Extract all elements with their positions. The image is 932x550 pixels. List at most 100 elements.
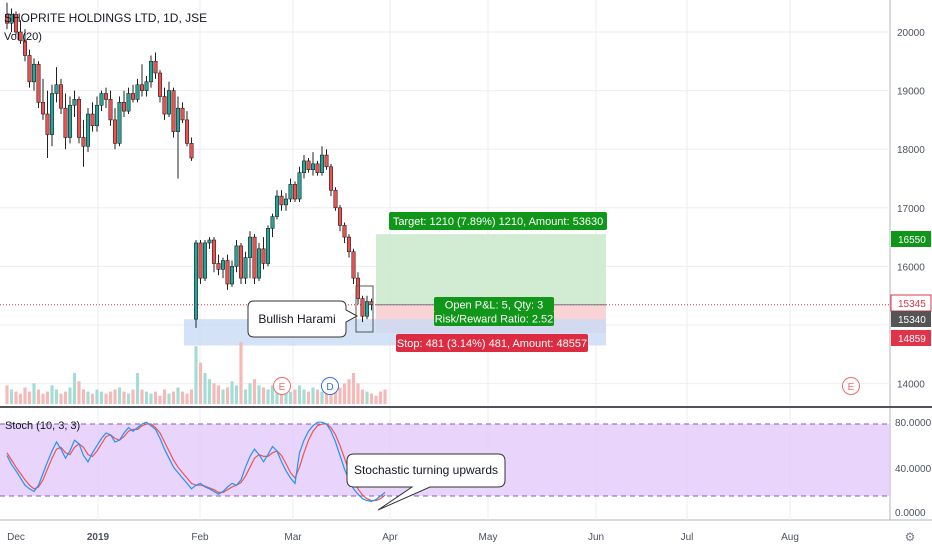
- candle-body: [158, 72, 163, 97]
- volume-bar: [54, 389, 59, 404]
- volume-bar: [284, 387, 288, 404]
- candle-body: [310, 163, 315, 171]
- stop-label: Stop: 481 (3.14%) 481, Amount: 48557: [397, 338, 587, 350]
- volume-bar: [158, 395, 162, 404]
- candle-body: [279, 195, 284, 206]
- candle-body: [167, 90, 172, 115]
- time-tick-label: May: [479, 532, 498, 543]
- candle-body: [153, 60, 158, 74]
- settings-gear-icon[interactable]: ⚙: [905, 530, 916, 544]
- price-tick-label: 20000: [897, 28, 925, 39]
- candle-body: [14, 14, 19, 33]
- price-badge: [891, 311, 931, 327]
- volume-indicator-label: Vol (20): [4, 31, 42, 43]
- volume-bar: [311, 387, 315, 404]
- volume-bar: [14, 391, 18, 404]
- price-badge: [891, 231, 931, 247]
- candle-body: [203, 242, 208, 279]
- candle-body: [216, 263, 221, 270]
- volume-bar: [171, 391, 176, 404]
- candlesticks: [5, 2, 374, 328]
- candle-body: [18, 31, 23, 42]
- candle-body: [333, 189, 338, 209]
- volume-bar: [41, 393, 45, 404]
- candle-body: [292, 184, 297, 200]
- volume-bar: [50, 385, 54, 404]
- candle-body: [301, 160, 306, 173]
- candle-body: [337, 207, 342, 226]
- volume-bar: [297, 385, 302, 404]
- volume-bar: [63, 391, 68, 404]
- candle-body: [355, 277, 360, 299]
- pnl-label-bg: [434, 297, 554, 312]
- price-badge: [891, 330, 931, 346]
- candle-body: [324, 154, 329, 168]
- volume-bars: [5, 342, 387, 404]
- candle-body: [306, 160, 311, 171]
- volume-bar: [140, 389, 144, 404]
- pnl-label: Open P&L: 5, Qty: 3: [445, 300, 543, 312]
- stoch-level-label: 40.0000: [895, 464, 932, 475]
- volume-bar: [324, 389, 329, 404]
- candle-body: [45, 113, 50, 135]
- time-tick-label: Apr: [382, 532, 398, 543]
- target-label: Target: 1210 (7.89%) 1210, Amount: 53630: [393, 216, 603, 228]
- volume-bar: [131, 389, 135, 404]
- time-tick-label: Jun: [588, 532, 604, 543]
- volume-bar: [90, 393, 95, 404]
- volume-bar: [360, 389, 365, 404]
- price-axis-pane[interactable]: [890, 0, 932, 550]
- volume-bar: [243, 389, 248, 404]
- event-marker-letter: E: [848, 382, 855, 393]
- volume-bar: [176, 387, 180, 404]
- stoch-callout[interactable]: [346, 453, 506, 511]
- volume-bar: [117, 387, 122, 404]
- candle-body: [81, 137, 86, 147]
- event-marker[interactable]: [321, 377, 339, 395]
- volume-bar: [225, 387, 230, 404]
- volume-bar: [351, 373, 356, 404]
- rr-label-bg: [434, 311, 554, 326]
- stoch-level-label: 0.0000: [895, 508, 926, 519]
- harami-callout[interactable]: [247, 300, 359, 338]
- volume-bar: [230, 381, 234, 404]
- volume-bar: [338, 387, 342, 404]
- target-label-bg: [389, 212, 607, 230]
- stop-label-bg: [396, 334, 588, 352]
- event-marker-letter: E: [279, 382, 286, 393]
- candle-body: [149, 60, 154, 83]
- candle-body: [351, 251, 356, 279]
- candle-body: [54, 84, 59, 94]
- candle-body: [122, 102, 127, 112]
- time-tick-label: Feb: [191, 532, 209, 543]
- volume-bar: [180, 391, 185, 404]
- price-tick-label: 19000: [897, 87, 925, 98]
- stoch-indicator-label: Stoch (10, 3, 3): [5, 420, 80, 432]
- volume-bar: [144, 391, 149, 404]
- candle-body: [140, 84, 145, 91]
- stoch-level-label: 80.0000: [895, 418, 932, 429]
- annotations: Bullish Harami Stochastic turning upwards…: [247, 212, 860, 511]
- candle-body: [221, 260, 226, 270]
- volume-bar: [275, 391, 279, 404]
- volume-bar: [108, 391, 113, 404]
- volume-bar: [32, 383, 36, 404]
- event-marker[interactable]: [842, 377, 860, 395]
- volume-bar: [248, 383, 252, 404]
- price-tick-label: 18000: [897, 145, 925, 156]
- candle-body: [22, 40, 27, 56]
- volume-bar: [27, 391, 32, 404]
- candle-body: [198, 242, 203, 279]
- volume-bar: [149, 393, 153, 404]
- volume-bar: [252, 379, 257, 404]
- volume-bar: [189, 389, 194, 404]
- candle-body: [297, 172, 302, 200]
- candle-body: [265, 228, 270, 264]
- volume-bar: [356, 383, 360, 404]
- candle-body: [27, 55, 32, 83]
- event-marker[interactable]: [273, 377, 291, 395]
- volume-bar: [342, 383, 347, 404]
- time-tick-label: Aug: [781, 532, 799, 543]
- volume-bar: [369, 393, 374, 404]
